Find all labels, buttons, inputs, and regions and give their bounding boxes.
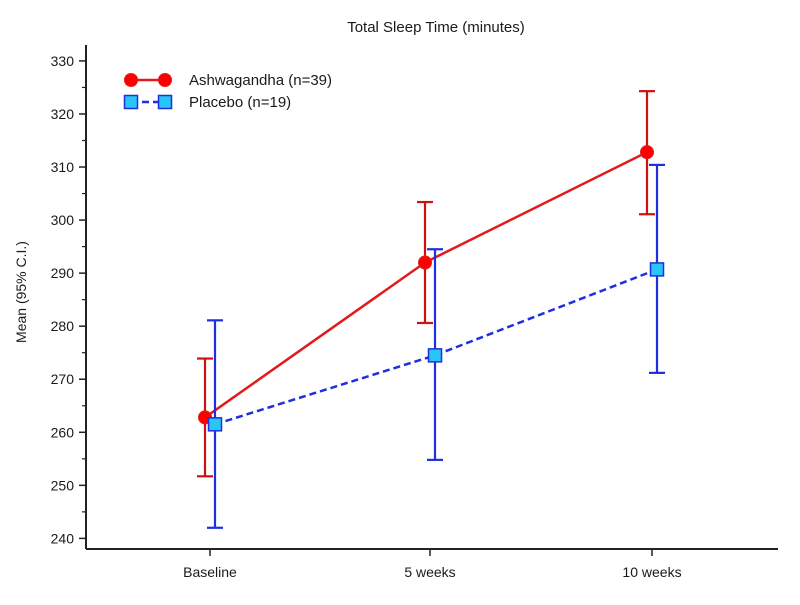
y-tick-label: 260 (51, 424, 75, 440)
data-point (207, 417, 223, 432)
legend-marker (123, 94, 139, 110)
legend-label: Ashwagandha (n=39) (189, 72, 332, 89)
y-tick-label: 290 (51, 265, 75, 281)
series-layer (197, 90, 665, 529)
y-tick-label: 310 (51, 159, 75, 175)
y-tick-label: 320 (51, 106, 75, 122)
chart-title: Total Sleep Time (minutes) (347, 19, 525, 36)
x-tick-label: Baseline (183, 564, 237, 580)
series-1 (197, 90, 655, 478)
legend-marker (158, 73, 172, 87)
y-tick-label: 330 (51, 53, 75, 69)
series-line (214, 268, 658, 426)
data-point (427, 348, 443, 363)
y-tick-label: 300 (51, 212, 75, 228)
legend-marker (157, 94, 173, 110)
legend: Ashwagandha (n=39) Placebo (n=19) (123, 72, 332, 111)
legend-label: Placebo (n=19) (189, 94, 291, 111)
x-tick-label: 5 weeks (404, 564, 455, 580)
data-point (649, 262, 665, 277)
axes: 240 250 260 270 280 290 300 310 320 330 Baseline 5 … (51, 45, 778, 580)
y-tick-label: 280 (51, 318, 75, 334)
y-tick-label: 250 (51, 477, 75, 493)
data-point (418, 255, 432, 270)
x-tick-label: 10 weeks (622, 564, 681, 580)
legend-marker (124, 73, 138, 87)
series-2 (207, 163, 665, 529)
y-tick-label: 240 (51, 530, 75, 546)
data-point (640, 145, 654, 160)
y-axis-label: Mean (95% C.I.) (13, 241, 29, 343)
y-tick-label: 270 (51, 371, 75, 387)
